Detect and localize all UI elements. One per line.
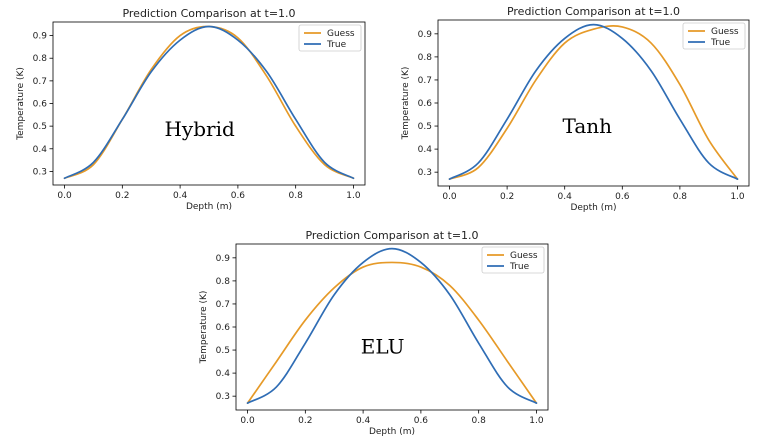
x-tick-label: 1.0	[730, 192, 745, 202]
y-tick-label: 0.3	[33, 167, 47, 177]
x-tick-label: 1.0	[346, 191, 361, 201]
chart-title: Prediction Comparison at t=1.0	[507, 5, 680, 18]
y-axis-label: Temperature (K)	[401, 67, 411, 141]
series-line-true	[63, 25, 355, 180]
y-tick-label: 0.8	[216, 277, 231, 287]
y-tick-label: 0.4	[33, 145, 48, 155]
x-tick-label: 0.0	[240, 416, 255, 426]
x-tick-label: 1.0	[529, 416, 544, 426]
y-tick-label: 0.3	[216, 392, 230, 402]
legend-label-guess: Guess	[327, 29, 355, 39]
x-tick-label: 0.4	[173, 191, 188, 201]
y-tick-label: 0.5	[33, 122, 47, 132]
chart-panel-tanh: Prediction Comparison at t=1.0 0.0 0.2 0.4 0…	[401, 5, 750, 213]
chart-title: Prediction Comparison at t=1.0	[122, 7, 295, 20]
y-tick-label: 0.4	[418, 145, 433, 155]
x-tick-label: 0.8	[289, 191, 304, 201]
x-tick-label: 0.6	[231, 191, 246, 201]
model-label: Tanh	[563, 114, 613, 138]
chart-panel-hybrid: Prediction Comparison at t=1.0 0.0 0.2 0.4 0…	[16, 7, 366, 212]
legend-label-true: True	[509, 262, 530, 272]
y-tick-label: 0.6	[418, 99, 433, 109]
x-tick-label: 0.8	[472, 416, 487, 426]
x-tick-label: 0.0	[57, 191, 72, 201]
y-tick-label: 0.4	[216, 369, 231, 379]
series-line-guess	[448, 25, 739, 180]
y-tick-label: 0.6	[216, 323, 231, 333]
y-tick-label: 0.6	[33, 100, 48, 110]
y-axis-label: Temperature (K)	[199, 291, 209, 365]
x-tick-label: 0.8	[673, 192, 688, 202]
x-axis-label: Depth (m)	[186, 202, 232, 212]
x-axis-label: Depth (m)	[570, 203, 616, 213]
y-tick-label: 0.7	[418, 76, 432, 86]
y-tick-label: 0.9	[418, 30, 433, 40]
model-label: Hybrid	[164, 117, 235, 141]
x-tick-label: 0.0	[442, 192, 457, 202]
x-tick-label: 0.4	[558, 192, 573, 202]
x-tick-label: 0.2	[115, 191, 129, 201]
series-line-true	[246, 247, 538, 404]
x-tick-label: 0.2	[298, 416, 312, 426]
y-tick-label: 0.9	[216, 254, 231, 264]
legend-label-guess: Guess	[711, 27, 739, 37]
x-tick-label: 0.6	[615, 192, 630, 202]
x-tick-label: 0.6	[414, 416, 429, 426]
y-tick-label: 0.5	[418, 122, 432, 132]
model-label: ELU	[361, 335, 405, 359]
legend-label-true: True	[710, 38, 731, 48]
series-line-true	[448, 23, 739, 180]
y-tick-label: 0.3	[418, 168, 432, 178]
chart-title: Prediction Comparison at t=1.0	[305, 229, 478, 242]
y-axis-label: Temperature (K)	[16, 67, 26, 141]
y-tick-label: 0.8	[33, 54, 48, 64]
x-axis-label: Depth (m)	[369, 427, 415, 436]
y-tick-label: 0.5	[216, 346, 230, 356]
x-tick-label: 0.2	[500, 192, 514, 202]
series-line-guess	[246, 261, 538, 404]
y-tick-label: 0.9	[33, 32, 48, 42]
y-tick-label: 0.8	[418, 53, 433, 63]
chart-panel-elu: Prediction Comparison at t=1.0 0.0 0.2 0.4 0…	[199, 229, 549, 436]
legend-label-guess: Guess	[510, 251, 538, 261]
legend-label-true: True	[326, 40, 347, 50]
y-tick-label: 0.7	[216, 300, 230, 310]
x-tick-label: 0.4	[356, 416, 371, 426]
y-tick-label: 0.7	[33, 77, 47, 87]
